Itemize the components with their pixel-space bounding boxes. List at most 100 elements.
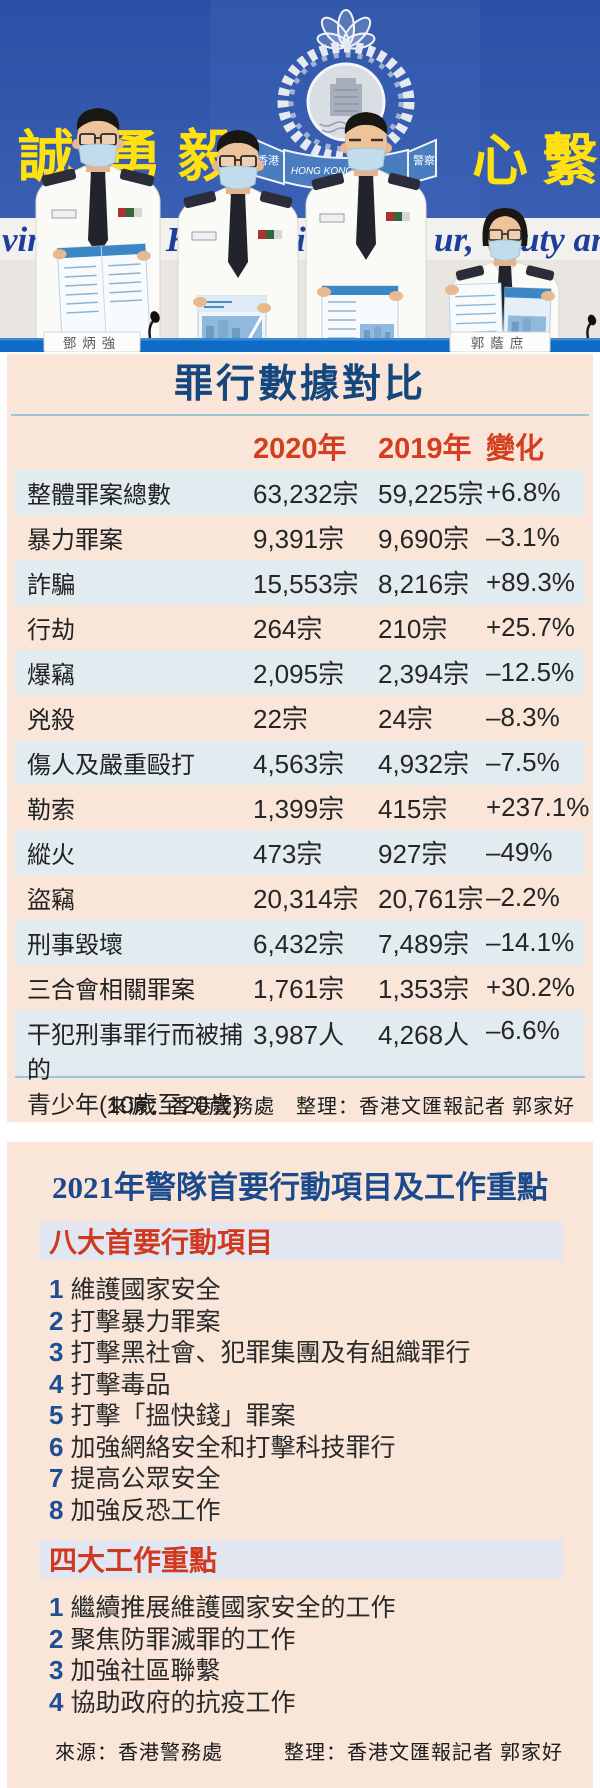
table-body: 整體罪案總數 63,232宗 59,225宗 +6.8% 暴力罪案 9,391宗…: [15, 470, 589, 1119]
list-item: 1 繼續推展維護國家安全的工作: [49, 1592, 593, 1624]
microphone-icon: [586, 314, 597, 339]
value-change: –2.2%: [486, 882, 560, 912]
value-change: –8.3%: [486, 702, 560, 732]
row-label: 整體罪案總數: [27, 482, 171, 509]
list-item: 2 聚焦防罪滅罪的工作: [49, 1624, 593, 1656]
nameplate-left-text: 鄧炳強: [63, 336, 122, 351]
item-text: 加強社區聯繫: [70, 1657, 221, 1685]
row-label: 兇殺: [27, 707, 75, 734]
value-2019: 7,489宗: [378, 929, 470, 959]
hair: [482, 208, 528, 246]
source-note: 來源：香港警務處 整理：香港文匯報記者 郭家好: [7, 1736, 593, 1765]
item-text: 聚焦防罪滅罪的工作: [70, 1625, 296, 1654]
action-plan-section: 2021年警隊首要行動項目及工作重點 八大首要行動項目 1 維護國家安全 2 打擊暴…: [7, 1142, 593, 1788]
table-row: 勒索 1,399宗 415宗 +237.1%: [15, 785, 589, 830]
table-row: 整體罪案總數 63,232宗 59,225宗 +6.8%: [15, 470, 585, 515]
item-text: 協助政府的抗疫工作: [70, 1688, 296, 1717]
row-label: 爆竊: [27, 662, 75, 689]
value-2020: 1,761宗: [253, 974, 345, 1004]
bauhinia-flower-icon: [316, 9, 376, 50]
hair: [216, 130, 260, 152]
value-2020: 1,399宗: [253, 794, 345, 824]
item-text: 加強網絡安全和打擊科技罪行: [70, 1433, 396, 1462]
item-text: 加強反恐工作: [70, 1496, 221, 1525]
row-label: 縱火: [27, 842, 75, 869]
list-item: 7 提高公眾安全: [49, 1463, 593, 1495]
table-row: 盜竊 20,314宗 20,761宗 –2.2%: [15, 875, 585, 920]
row-label-line2: 青少年(10歲至20歲): [27, 1092, 241, 1119]
column-header-2019: 2019年: [378, 433, 472, 465]
item-number: 3: [49, 1655, 64, 1685]
table-title: 罪行數據對比: [173, 363, 426, 406]
list-item: 3 打擊黑社會、犯罪集團及有組織罪行: [49, 1337, 593, 1369]
ribbon-bar: [258, 230, 282, 239]
source-right: 整理：香港文匯報記者 郭家好: [284, 1742, 563, 1764]
value-2020: 20,314宗: [253, 884, 359, 914]
column-header-change: 變化: [486, 433, 545, 465]
face-mask: [488, 239, 522, 261]
list-item: 4 協助政府的抗疫工作: [49, 1687, 593, 1719]
value-2019: 1,353宗: [378, 974, 470, 1004]
value-2019: 2,394宗: [378, 659, 470, 689]
section-gap: [0, 1122, 600, 1142]
glasses-icon: [488, 229, 522, 241]
item-number: 8: [49, 1494, 64, 1525]
item-text: 提高公眾安全: [70, 1465, 221, 1493]
source-left: 來源：香港警務處: [55, 1742, 223, 1764]
row-label: 詐騙: [27, 572, 75, 599]
value-change: +30.2%: [486, 972, 575, 1002]
table-row: 傷人及嚴重毆打 4,563宗 4,932宗 –7.5%: [15, 740, 585, 785]
microphone-icon: [148, 311, 160, 339]
list-item: 3 加強社區聯繫: [49, 1655, 593, 1687]
item-number: 5: [49, 1400, 64, 1430]
table-row: 縱火 473宗 927宗 –49%: [15, 830, 585, 875]
value-change: +89.3%: [486, 567, 575, 597]
item-number: 4: [49, 1686, 64, 1717]
table-row: 詐騙 15,553宗 8,216宗 +89.3%: [15, 560, 585, 605]
necktie: [88, 170, 108, 256]
item-text: 打擊黑社會、犯罪集團及有組織罪行: [70, 1339, 471, 1367]
item-number: 3: [49, 1337, 64, 1367]
item-number: 4: [49, 1368, 64, 1399]
plan-title: 2021年警隊首要行動項目及工作重點: [52, 1170, 548, 1205]
value-2020: 22宗: [253, 704, 308, 734]
value-change: –3.1%: [486, 522, 560, 552]
value-2019: 4,932宗: [378, 749, 470, 779]
row-label: 暴力罪案: [27, 527, 123, 554]
table-row: 暴力罪案 9,391宗 9,690宗 –3.1%: [15, 515, 585, 560]
value-2020: 6,432宗: [253, 929, 345, 959]
item-text: 打擊暴力罪案: [70, 1307, 221, 1336]
name-badge: [319, 213, 345, 223]
item-text: 繼續推展維護國家安全的工作: [70, 1594, 396, 1622]
crime-table-section: 罪行數據對比 2020年 2019年 變化 整體罪案總數 63,232宗 59,…: [7, 354, 593, 1122]
epaulette: [387, 172, 421, 191]
slogan-char: 心: [472, 129, 528, 192]
value-2020: 3,987人: [253, 1020, 345, 1050]
list-item: 2 打擊暴力罪案: [49, 1306, 593, 1338]
value-2020: 4,563宗: [253, 749, 345, 779]
table-row: 刑事毀壞 6,432宗 7,489宗 –14.1%: [15, 920, 585, 965]
table-row: 三合會相關罪案 1,761宗 1,353宗 +30.2%: [15, 965, 585, 1010]
epaulette: [259, 190, 293, 209]
value-2019: 9,690宗: [378, 524, 470, 554]
list-item: 8 加強反恐工作: [49, 1495, 593, 1527]
slogan-char: 繫: [542, 129, 598, 192]
press-photo: 香港 HONG KONG 警察 誠 勇 毅 心 繫 ving Ko ith ur…: [0, 0, 600, 352]
table-row: 行劫 264宗 210宗 +25.7%: [15, 605, 585, 650]
epaulette: [183, 190, 217, 209]
value-change: –7.5%: [486, 747, 560, 777]
column-header-2020: 2020年: [253, 433, 347, 465]
value-change: +237.1%: [486, 792, 590, 822]
subheading-bar-priorities: 八大首要行動項目: [39, 1222, 563, 1260]
value-2020: 63,232宗: [253, 479, 359, 509]
item-text: 維護國家安全: [70, 1276, 221, 1304]
name-badge: [191, 231, 217, 241]
laurel-wreath-icon: [277, 41, 415, 163]
item-number: 2: [49, 1623, 64, 1654]
epaulette: [311, 172, 345, 191]
epaulette: [41, 168, 77, 187]
epaulette: [455, 265, 485, 281]
table-row: 兇殺 22宗 24宗 –8.3%: [15, 695, 585, 740]
ribbon-band-text: HONG KONG: [291, 166, 353, 177]
value-2020: 15,553宗: [253, 569, 359, 599]
